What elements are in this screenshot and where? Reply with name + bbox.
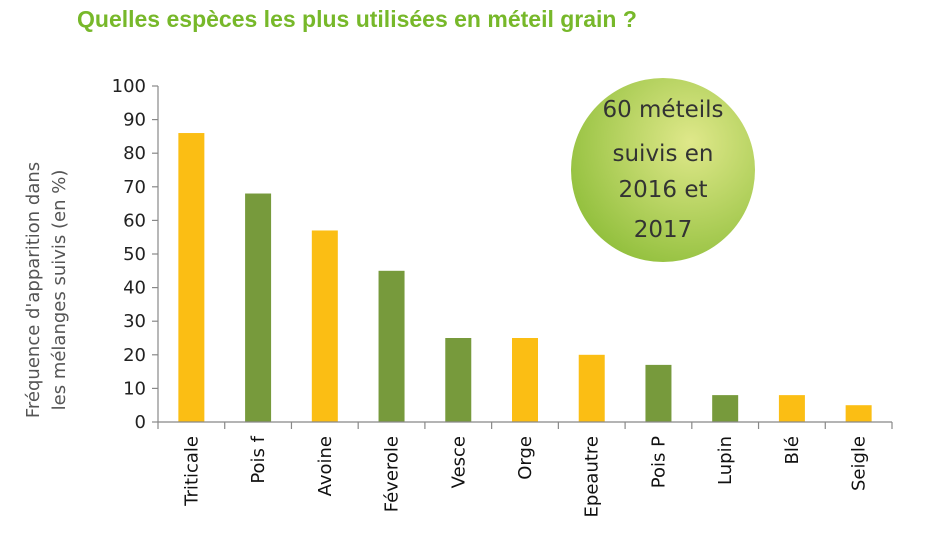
- bubble-line-4: 2017: [634, 217, 693, 243]
- y-tick-label: 10: [123, 378, 146, 399]
- y-tick-label: 50: [123, 244, 146, 265]
- x-tick-label: Lupin: [715, 436, 736, 485]
- bar-7: [645, 364, 672, 422]
- x-tick-label: Seigle: [849, 436, 870, 491]
- bubble-line-3: 2016 et: [618, 177, 707, 203]
- y-axis-label-line-2: les mélanges suivis (en %): [49, 170, 70, 411]
- x-tick-label: Pois P: [648, 436, 669, 488]
- bar-4: [445, 338, 472, 422]
- y-tick-label: 30: [123, 311, 146, 332]
- x-tick-label: Vesce: [448, 436, 469, 488]
- bar-1: [245, 193, 272, 422]
- bars: [178, 133, 872, 423]
- x-tick-label: Epeautre: [582, 436, 603, 517]
- x-tick-label: Orge: [515, 436, 536, 480]
- bar-6: [578, 354, 605, 422]
- bar-10: [845, 405, 872, 422]
- bar-9: [778, 395, 805, 422]
- bubble-line-1: 60 méteils: [602, 97, 723, 123]
- x-axis: Triticale Pois f Avoine Féverole Vesce Orge Ep…: [157, 421, 893, 517]
- bar-2: [311, 230, 338, 422]
- y-axis-label-line-1: Fréquence d'apparition dans: [23, 162, 44, 418]
- y-tick-label: 80: [123, 143, 146, 164]
- bubble-line-2: suivis en: [613, 141, 714, 167]
- y-axis: 0 10 20 30 40 50 60 70 80 90 100: [112, 76, 159, 433]
- x-tick-label: Avoine: [315, 436, 336, 496]
- info-bubble: 60 méteils suivis en 2016 et 2017: [571, 78, 755, 262]
- y-tick-label: 20: [123, 345, 146, 366]
- x-tick-label: Féverole: [382, 436, 403, 512]
- bar-8: [712, 395, 739, 422]
- x-tick-label: Pois f: [248, 435, 269, 483]
- y-tick-label: 70: [123, 177, 146, 198]
- x-tick-label: Blé: [782, 436, 803, 464]
- bubble-circle: [571, 78, 755, 262]
- bar-5: [512, 338, 538, 422]
- y-tick-label: 40: [123, 278, 146, 299]
- x-tick-label: Triticale: [181, 436, 202, 507]
- y-tick-label: 60: [123, 210, 146, 231]
- bar-0: [178, 133, 205, 423]
- bar-3: [378, 270, 405, 422]
- chart-title: Quelles espèces les plus utilisées en mé…: [77, 6, 637, 32]
- y-tick-label: 0: [135, 412, 146, 433]
- y-tick-label: 90: [123, 110, 146, 131]
- y-axis-label: Fréquence d'apparition dans les mélanges…: [23, 162, 70, 418]
- y-tick-label: 100: [112, 76, 146, 97]
